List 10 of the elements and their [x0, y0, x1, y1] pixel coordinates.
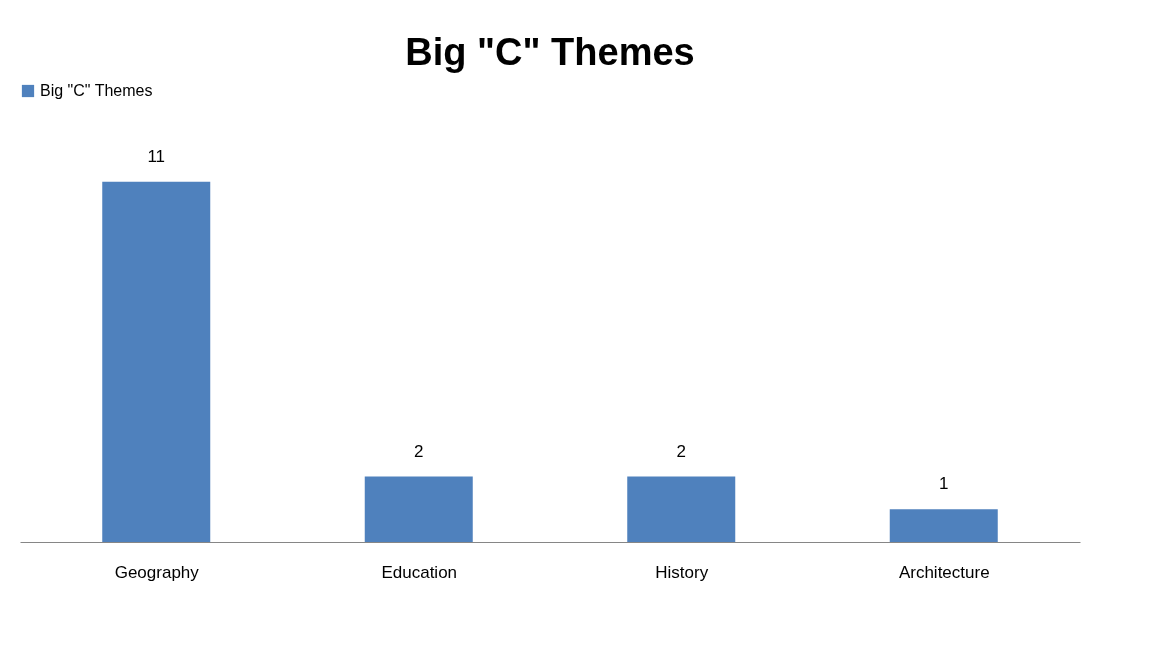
legend-label: Big "C" Themes — [40, 82, 153, 99]
x-tick-label: History — [655, 562, 709, 582]
x-tick-label: Education — [381, 562, 458, 582]
x-tick-label: Architecture — [898, 562, 990, 582]
x-tick-label: Geography — [114, 562, 200, 582]
chart-title: Big "C" Themes — [405, 31, 695, 73]
data-label: 11 — [147, 146, 166, 166]
data-label: 2 — [676, 441, 686, 461]
data-label: 1 — [939, 474, 949, 494]
data-label: 2 — [414, 441, 424, 461]
